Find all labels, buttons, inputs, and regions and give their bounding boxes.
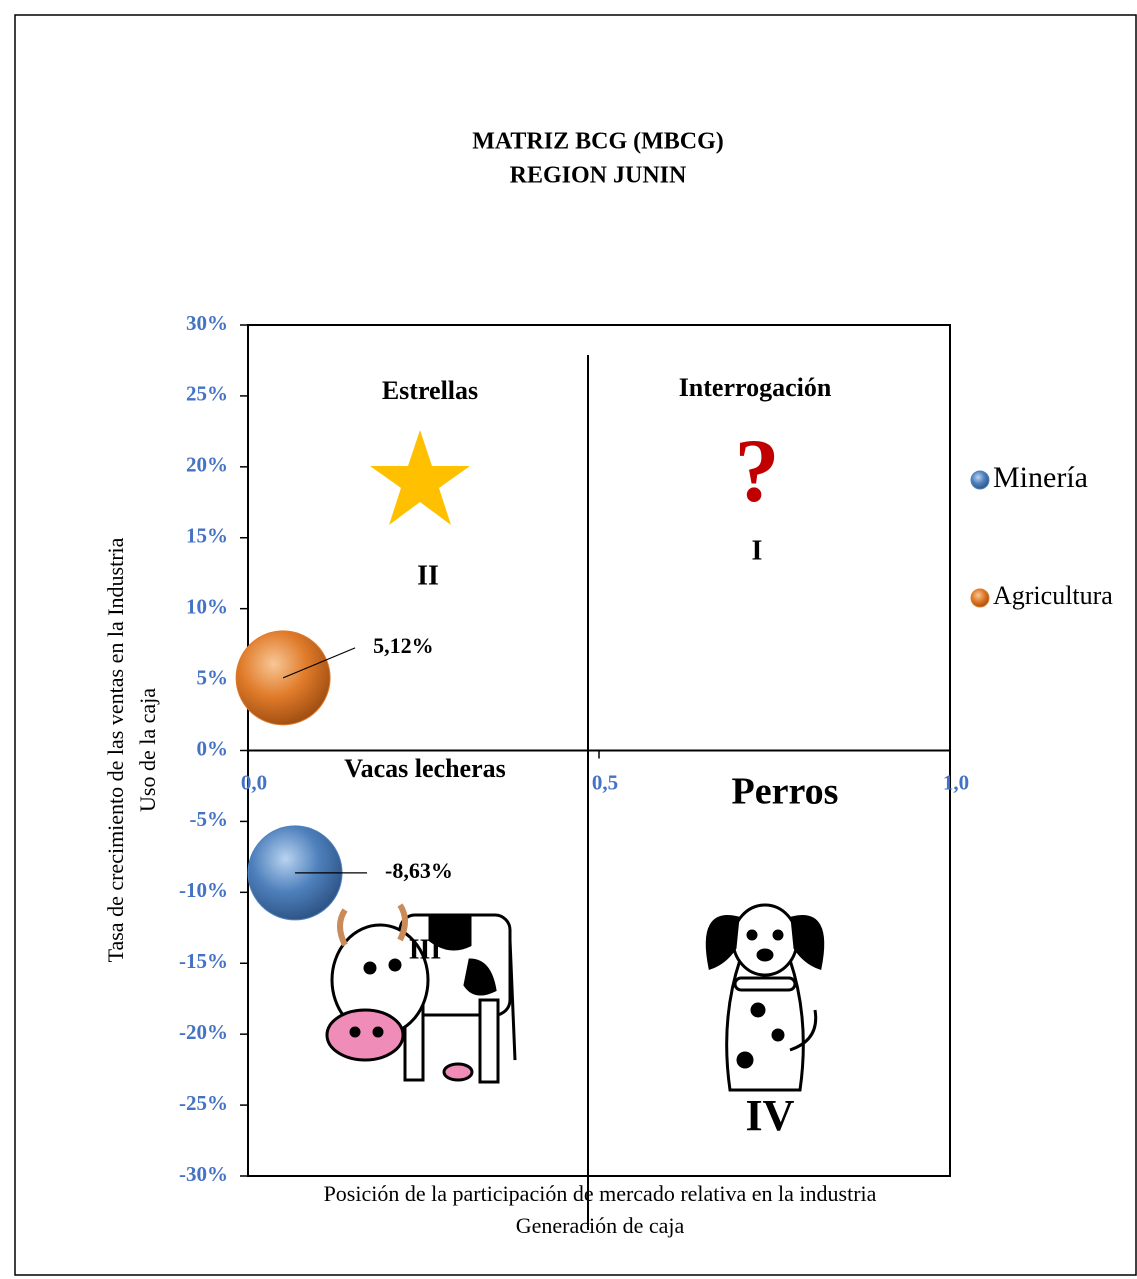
quadrant-symbol: ? (735, 422, 780, 521)
y-tick-label: 0% (197, 736, 229, 760)
legend-label: Minería (993, 461, 1088, 494)
quadrant-numeral: I (752, 535, 763, 566)
data-label: 5,12% (373, 633, 434, 658)
y-tick-label: -25% (179, 1091, 228, 1115)
y-tick-label: -10% (179, 878, 228, 902)
y-tick-label: 5% (197, 665, 229, 689)
legend-label: Agricultura (993, 581, 1113, 610)
quadrant-name: Estrellas (382, 376, 478, 405)
y-tick-label: 25% (186, 382, 228, 406)
quadrant-numeral: III (409, 934, 442, 965)
y-tick-label: 20% (186, 453, 228, 477)
quadrant-numeral: IV (746, 1091, 795, 1140)
x-axis-title: Posición de la participación de mercado … (324, 1181, 877, 1206)
data-label: -8,63% (385, 858, 453, 883)
y-tick-label: 10% (186, 594, 228, 618)
quadrant-name: Vacas lecheras (344, 754, 506, 783)
label-leader (282, 647, 356, 679)
x-axis-title: Generación de caja (516, 1213, 685, 1238)
x-tick-label: 0,0 (241, 770, 267, 794)
y-tick-label: -15% (179, 949, 228, 973)
chart-title: MATRIZ BCG (MBCG) (472, 129, 724, 155)
quadrant-name: Perros (732, 771, 839, 813)
legend-marker (970, 588, 990, 608)
y-tick-label: 30% (186, 311, 228, 335)
x-tick-label: 1,0 (943, 770, 969, 794)
cow-icon (325, 903, 517, 1084)
y-axis-title: Tasa de crecimiento de las ventas en la … (103, 537, 128, 962)
y-tick-label: -30% (179, 1162, 228, 1186)
y-tick-label: -5% (190, 807, 229, 831)
frame (14, 14, 1137, 1276)
star-icon (370, 430, 470, 525)
legend-marker (970, 470, 990, 490)
chart-subtitle: REGION JUNIN (510, 163, 687, 189)
y-tick-label: 15% (186, 524, 228, 548)
quadrant-name: Interrogación (679, 373, 832, 402)
y-tick-label: -20% (179, 1020, 228, 1044)
x-tick-label: 0,5 (592, 770, 618, 794)
dog-icon (705, 903, 825, 1092)
quadrant-numeral: II (417, 560, 439, 591)
y-axis-title: Uso de la caja (135, 688, 160, 812)
